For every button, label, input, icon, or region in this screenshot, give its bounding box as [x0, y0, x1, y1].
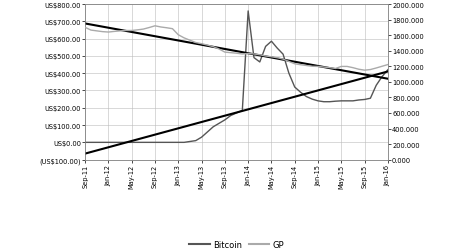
Legend: Bitcoin, GP: Bitcoin, GP: [185, 236, 288, 250]
